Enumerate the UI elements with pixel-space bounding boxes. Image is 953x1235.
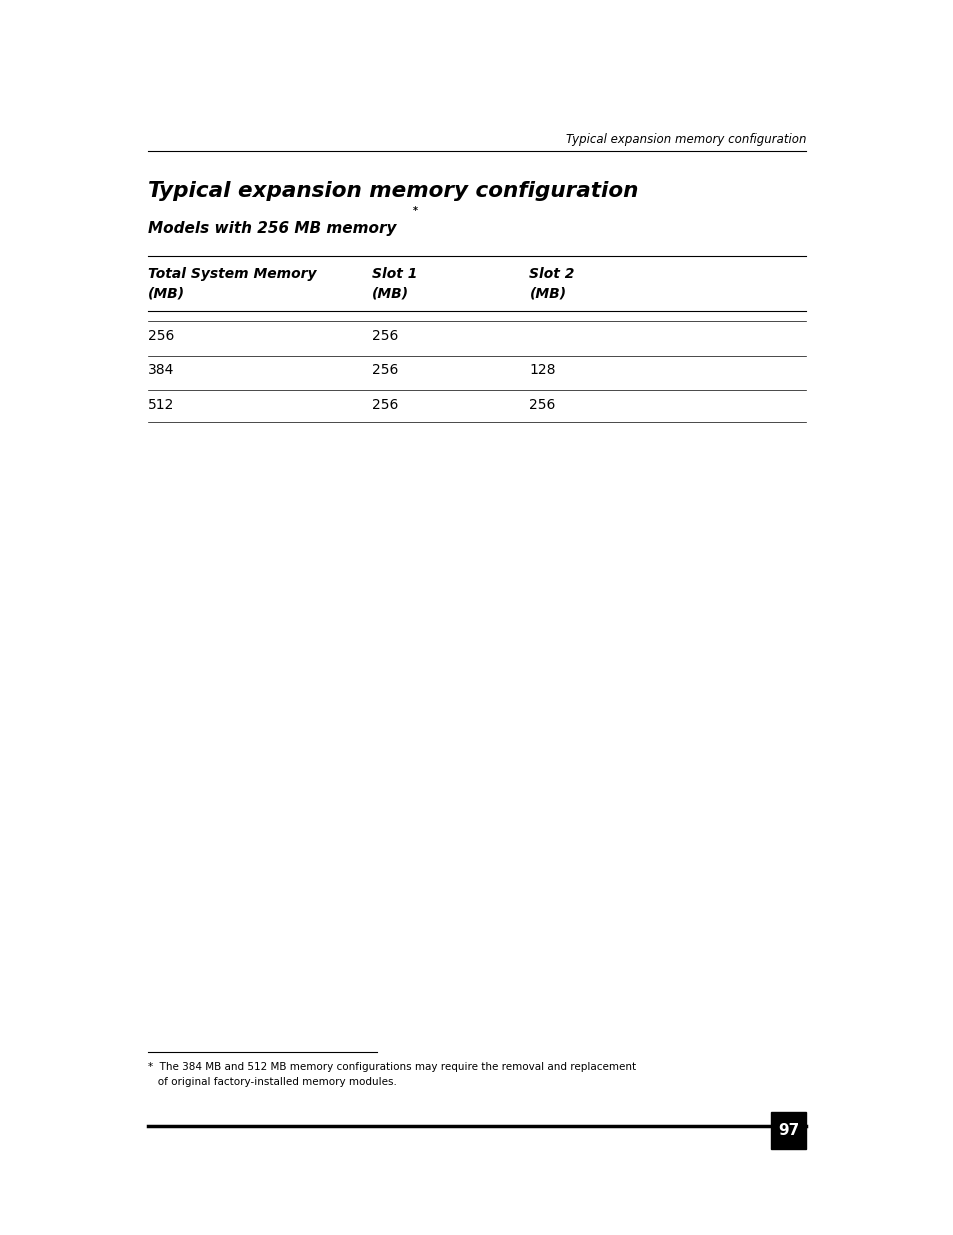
Text: Total System Memory: Total System Memory (148, 267, 316, 282)
Text: Slot 1: Slot 1 (372, 267, 417, 282)
Text: Typical expansion memory configuration: Typical expansion memory configuration (565, 132, 805, 146)
Text: Typical expansion memory configuration: Typical expansion memory configuration (148, 182, 638, 201)
Text: 512: 512 (148, 398, 174, 412)
Text: 97: 97 (777, 1123, 799, 1137)
Text: 256: 256 (372, 363, 398, 378)
Text: of original factory-installed memory modules.: of original factory-installed memory mod… (148, 1077, 396, 1087)
Text: 256: 256 (148, 329, 174, 343)
Text: 384: 384 (148, 363, 174, 378)
Text: *: * (413, 206, 417, 216)
Text: 128: 128 (529, 363, 556, 378)
Text: Models with 256 MB memory: Models with 256 MB memory (148, 221, 395, 236)
Text: (MB): (MB) (148, 287, 185, 301)
Text: 256: 256 (529, 398, 556, 412)
Text: 256: 256 (372, 398, 398, 412)
Text: *  The 384 MB and 512 MB memory configurations may require the removal and repla: * The 384 MB and 512 MB memory configura… (148, 1062, 636, 1072)
Text: Slot 2: Slot 2 (529, 267, 575, 282)
Bar (770, 1112, 805, 1149)
Text: (MB): (MB) (529, 287, 566, 301)
Text: 256: 256 (372, 329, 398, 343)
Text: (MB): (MB) (372, 287, 409, 301)
